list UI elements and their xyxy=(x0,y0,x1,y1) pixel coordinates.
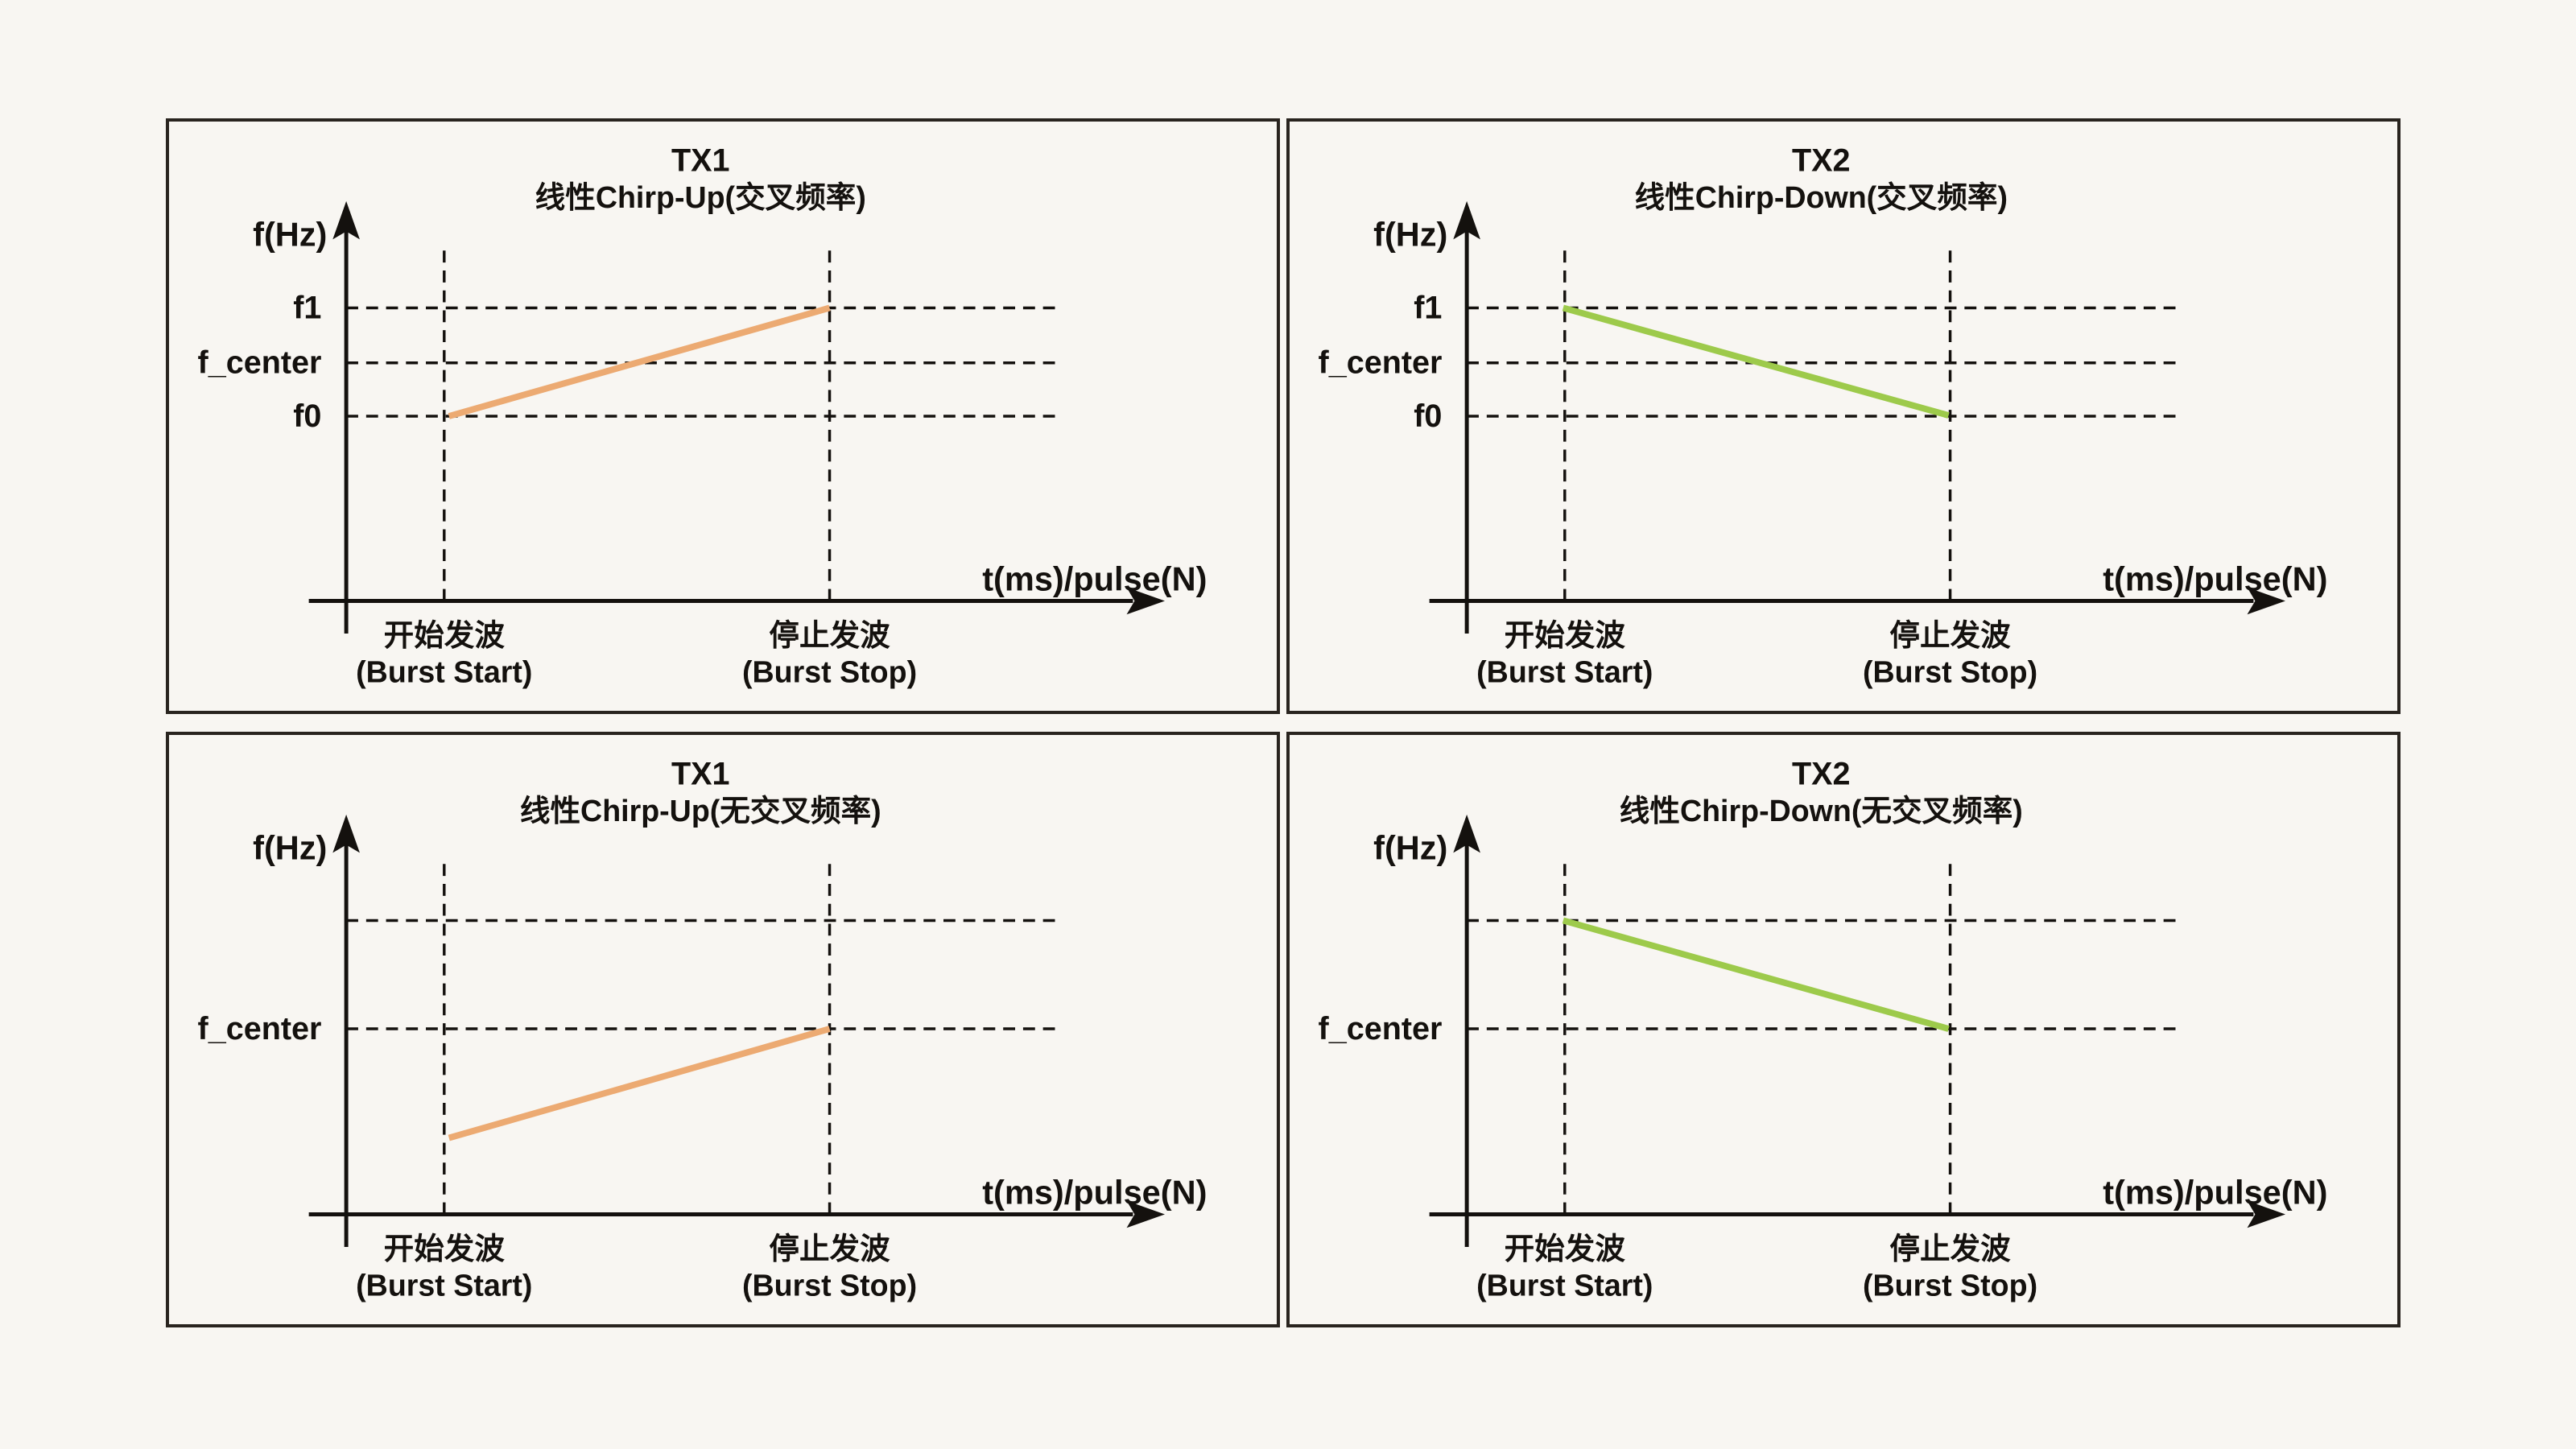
x-tick-burst-start-cn: 开始发波 xyxy=(384,618,506,652)
y-axis-arrow-icon xyxy=(1453,814,1480,853)
x-tick-burst-stop-en: (Burst Stop) xyxy=(1863,655,2037,689)
y-tick-f-center: f_center xyxy=(198,1011,322,1046)
y-axis-arrow-icon xyxy=(332,814,360,853)
x-tick-burst-start-cn: 开始发波 xyxy=(1505,618,1626,652)
chirp-line-tx1 xyxy=(448,304,831,419)
panel-title-desc: 线性Chirp-Down(交叉频率) xyxy=(1635,180,2008,214)
x-axis-label: t(ms)/pulse(N) xyxy=(982,560,1207,598)
panel-title-tx: TX1 xyxy=(671,142,730,178)
y-tick-f-center: f_center xyxy=(1319,345,1443,381)
chirp-line-tx1 xyxy=(448,1026,831,1141)
panel-title-desc: 线性Chirp-Up(无交叉频率) xyxy=(520,794,881,828)
panel-title-tx: TX2 xyxy=(1792,142,1851,178)
panel-tx1-noncrossed-plot: TX1 线性Chirp-Up(无交叉频率) f(Hz) t(ms)/pulse(… xyxy=(198,756,1208,1302)
panel-tx1-crossed-plot: TX1 线性Chirp-Up(交叉频率) f(Hz) t(ms)/pulse(N… xyxy=(198,142,1208,689)
x-tick-burst-start-en: (Burst Start) xyxy=(1476,655,1653,689)
chirp-line-tx2 xyxy=(1562,304,1950,419)
y-axis-label: f(Hz) xyxy=(253,215,327,253)
panel-tx2-chirp-down-crossed: TX2 线性Chirp-Down(交叉频率) f(Hz) t(ms)/pulse… xyxy=(1286,118,2401,714)
y-axis-label: f(Hz) xyxy=(253,828,327,866)
x-tick-burst-start-en: (Burst Start) xyxy=(356,1269,532,1302)
chirp-line-tx2 xyxy=(1562,917,1950,1032)
panel-tx2-noncrossed-plot: TX2 线性Chirp-Down(无交叉频率) f(Hz) t(ms)/puls… xyxy=(1319,756,2328,1302)
x-tick-burst-stop-en: (Burst Stop) xyxy=(742,655,917,689)
x-axis-arrow-icon xyxy=(1126,1200,1165,1228)
x-axis-arrow-icon xyxy=(1126,587,1165,615)
x-axis-arrow-icon xyxy=(2247,1200,2285,1228)
x-axis-arrow-icon xyxy=(2247,587,2285,615)
y-axis-label: f(Hz) xyxy=(1373,828,1447,866)
y-tick-f0: f0 xyxy=(1414,398,1442,434)
panel-tx1-chirp-up-noncrossed: TX1 线性Chirp-Up(无交叉频率) f(Hz) t(ms)/pulse(… xyxy=(166,732,1280,1327)
y-tick-f1: f1 xyxy=(1414,290,1442,325)
x-tick-burst-start-en: (Burst Start) xyxy=(356,655,532,689)
x-axis-label: t(ms)/pulse(N) xyxy=(982,1174,1207,1212)
y-axis-label: f(Hz) xyxy=(1373,215,1447,253)
panel-tx2-chirp-down-noncrossed: TX2 线性Chirp-Down(无交叉频率) f(Hz) t(ms)/puls… xyxy=(1286,732,2401,1327)
x-tick-burst-stop-cn: 停止发波 xyxy=(1889,618,2011,652)
y-axis-arrow-icon xyxy=(332,200,360,240)
x-tick-burst-start-cn: 开始发波 xyxy=(384,1232,506,1265)
y-tick-f-center: f_center xyxy=(198,345,322,381)
x-axis-label: t(ms)/pulse(N) xyxy=(2103,560,2327,598)
panel-title-tx: TX1 xyxy=(671,756,730,791)
x-tick-burst-stop-cn: 停止发波 xyxy=(1889,1232,2011,1265)
x-tick-burst-stop-en: (Burst Stop) xyxy=(742,1269,917,1302)
y-tick-f0: f0 xyxy=(293,398,321,434)
x-tick-burst-stop-cn: 停止发波 xyxy=(769,1232,890,1265)
x-tick-burst-start-en: (Burst Start) xyxy=(1476,1269,1653,1302)
x-tick-burst-start-cn: 开始发波 xyxy=(1505,1232,1626,1265)
y-tick-f1: f1 xyxy=(293,290,321,325)
y-axis-arrow-icon xyxy=(1453,200,1480,240)
panel-tx2-crossed-plot: TX2 线性Chirp-Down(交叉频率) f(Hz) t(ms)/pulse… xyxy=(1319,142,2328,689)
x-tick-burst-stop-cn: 停止发波 xyxy=(769,618,890,652)
panel-title-desc: 线性Chirp-Down(无交叉频率) xyxy=(1620,794,2023,828)
y-tick-f-center: f_center xyxy=(1319,1011,1443,1046)
x-tick-burst-stop-en: (Burst Stop) xyxy=(1863,1269,2037,1302)
panel-title-desc: 线性Chirp-Up(交叉频率) xyxy=(535,180,866,214)
panel-tx1-chirp-up-crossed: TX1 线性Chirp-Up(交叉频率) f(Hz) t(ms)/pulse(N… xyxy=(166,118,1280,714)
x-axis-label: t(ms)/pulse(N) xyxy=(2103,1174,2327,1212)
panel-title-tx: TX2 xyxy=(1792,756,1851,791)
